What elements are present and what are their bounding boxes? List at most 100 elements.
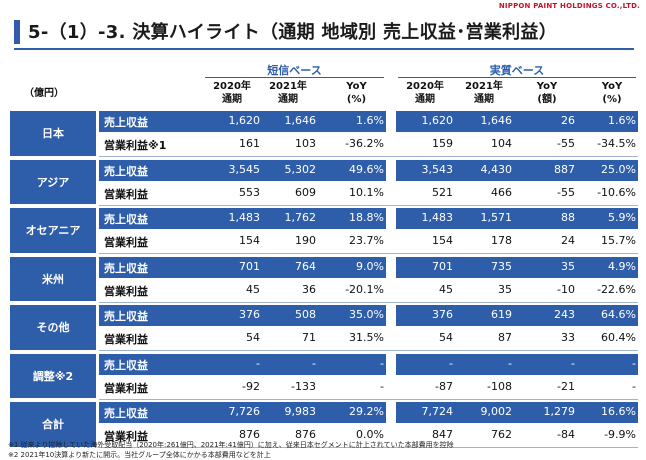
value-cell: 23.7%	[349, 234, 384, 247]
value-cell: 1,279	[543, 405, 576, 418]
row-divider	[99, 204, 638, 206]
value-cell: 49.6%	[349, 162, 384, 176]
title-rule	[14, 48, 634, 50]
value-cell: 29.2%	[349, 405, 384, 418]
value-cell: 1,483	[421, 211, 454, 224]
value-cell: -	[571, 356, 575, 370]
row-label: 営業利益※1	[104, 139, 167, 152]
value-cell: 25.0%	[601, 162, 636, 176]
row-divider	[99, 447, 638, 448]
column-header-line1: 2020年	[213, 81, 251, 92]
value-cell: 3,545	[228, 162, 261, 176]
value-cell: 466	[491, 185, 512, 199]
column-header-line2: (額)	[537, 94, 557, 105]
value-cell: -20.1%	[345, 282, 384, 296]
value-cell: 1,646	[480, 114, 513, 127]
sales-row-bar	[99, 402, 386, 423]
value-cell: 36	[302, 282, 316, 296]
sales-row-bar	[396, 111, 638, 132]
value-cell: -	[312, 356, 316, 370]
row-divider	[99, 398, 638, 400]
value-cell: -133	[291, 379, 316, 393]
value-cell: 15.7%	[601, 234, 636, 247]
value-cell: 735	[491, 259, 512, 273]
value-cell: 64.6%	[601, 308, 636, 321]
row-label: 売上収益	[104, 358, 148, 372]
value-cell: 243	[554, 308, 575, 321]
value-cell: 35	[561, 259, 575, 273]
value-cell: 1.6%	[608, 114, 636, 127]
row-divider	[99, 301, 638, 303]
value-cell: -84	[557, 428, 575, 441]
sales-row-bar	[396, 402, 638, 423]
footnote-1: ※1 従来より控除していた海外受取配当（2020年:261億円、2021年:41…	[8, 441, 454, 449]
column-header-line1: 2021年	[269, 81, 307, 92]
value-cell: 7,724	[421, 405, 454, 418]
column-header-line1: 2021年	[465, 81, 503, 92]
brand-logo: NIPPON PAINT HOLDINGS CO.,LTD.	[498, 2, 640, 10]
sales-row-bar	[99, 208, 386, 229]
column-header-line2: 通期	[415, 94, 435, 105]
value-cell: 190	[295, 234, 316, 247]
value-cell: 762	[491, 428, 512, 441]
column-header-line2: 通期	[474, 94, 494, 105]
row-label: 売上収益	[104, 213, 148, 226]
sales-row-bar	[99, 305, 386, 326]
value-cell: 54	[246, 331, 260, 344]
value-cell: 619	[491, 308, 512, 321]
value-cell: 35.0%	[349, 308, 384, 321]
value-cell: -55	[557, 185, 575, 199]
value-cell: -	[256, 356, 260, 370]
sales-row-bar	[99, 353, 386, 375]
value-cell: 60.4%	[601, 331, 636, 344]
column-header-line1: YoY	[346, 81, 367, 92]
column-header-line1: 2020年	[406, 81, 444, 92]
value-cell: 609	[295, 185, 316, 199]
section-header: 短信ベース	[267, 64, 322, 77]
value-cell: -10	[557, 282, 575, 296]
value-cell: 376	[432, 308, 453, 321]
value-cell: -108	[487, 379, 512, 393]
value-cell: -22.6%	[597, 282, 636, 296]
value-cell: 701	[432, 259, 453, 273]
sales-row-bar	[99, 256, 386, 278]
value-cell: -92	[242, 379, 260, 393]
value-cell: 154	[432, 234, 453, 247]
section-rule	[205, 77, 384, 78]
value-cell: 876	[239, 428, 260, 441]
value-cell: 161	[239, 137, 260, 150]
value-cell: 178	[491, 234, 512, 247]
value-cell: 4,430	[480, 162, 513, 176]
value-cell: 5,302	[284, 162, 317, 176]
sales-row-bar	[396, 353, 638, 375]
value-cell: 1,646	[284, 114, 317, 127]
column-header-line1: YoY	[601, 81, 623, 92]
column-header-line1: YoY	[536, 81, 558, 92]
value-cell: -34.5%	[597, 137, 636, 150]
sales-row-bar	[99, 159, 386, 181]
row-label: 売上収益	[104, 116, 148, 129]
row-label: 営業利益	[104, 236, 148, 249]
value-cell: -	[449, 356, 453, 370]
row-divider	[99, 156, 638, 157]
value-cell: 104	[491, 137, 512, 150]
region-label: 米州	[10, 256, 96, 301]
value-cell: 3,543	[421, 162, 454, 176]
value-cell: 87	[498, 331, 512, 344]
column-header-line2: (%)	[346, 94, 367, 105]
value-cell: 24	[561, 234, 575, 247]
value-cell: 1,483	[228, 211, 261, 224]
value-cell: 764	[295, 259, 316, 273]
value-cell: 154	[239, 234, 260, 247]
value-cell: 9,002	[480, 405, 513, 418]
value-cell: 508	[295, 308, 316, 321]
region-label: 調整※2	[10, 353, 96, 398]
value-cell: 45	[246, 282, 260, 296]
region-label: オセアニア	[10, 208, 96, 253]
value-cell: 1,620	[228, 114, 261, 127]
value-cell: -	[380, 356, 384, 370]
sales-row-bar	[396, 159, 638, 181]
value-cell: 16.6%	[601, 405, 636, 418]
value-cell: 159	[432, 137, 453, 150]
value-cell: 54	[439, 331, 453, 344]
